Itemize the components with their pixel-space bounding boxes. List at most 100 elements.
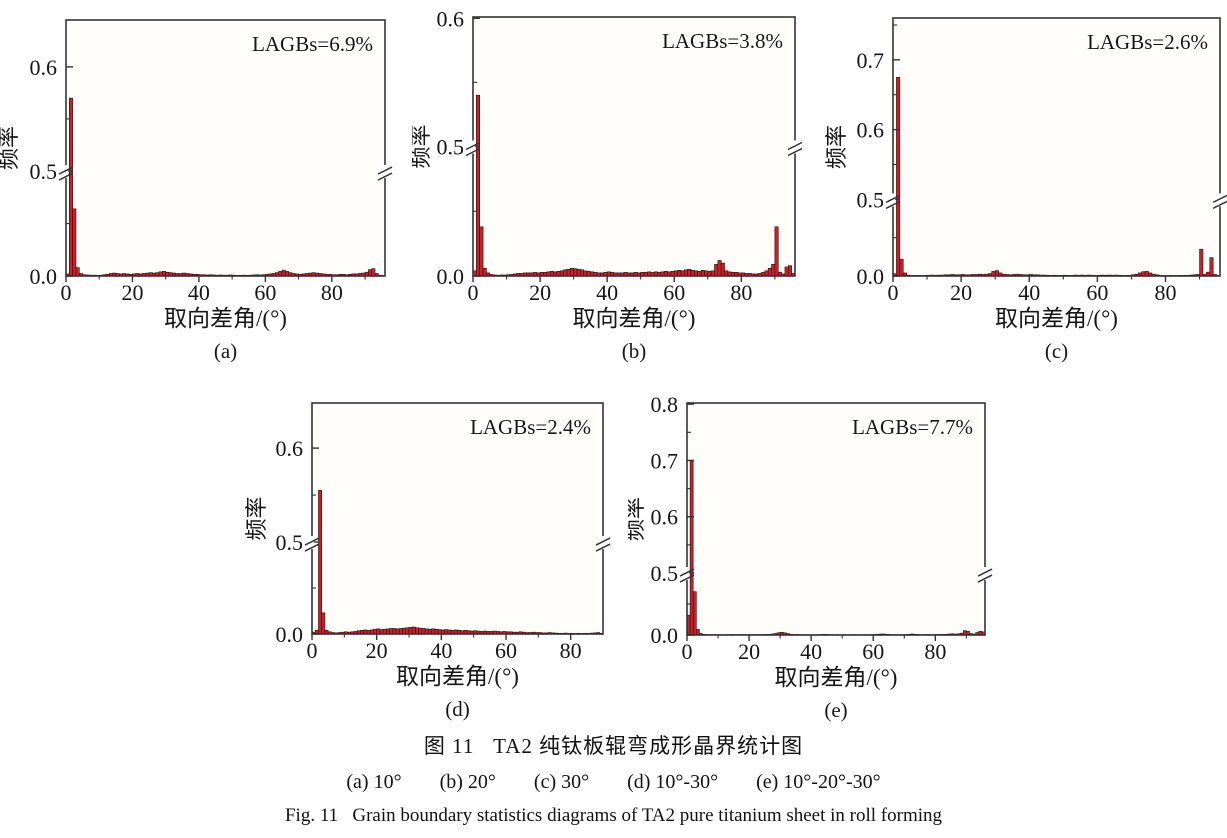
histogram-bar: [402, 627, 407, 635]
y-tick-label: 0.5: [30, 159, 58, 184]
axis-break-icon: [58, 166, 74, 175]
lagbs-annotation: LAGBs=7.7%: [852, 415, 973, 439]
axis-break-gap: [1217, 193, 1223, 207]
caption-english: Fig. 11 Grain boundary statistics diagra…: [284, 805, 943, 826]
panel-label: (d): [445, 697, 470, 721]
panel-label: (a): [214, 339, 237, 363]
histogram-bar: [774, 226, 779, 277]
axis-break-icon: [595, 543, 611, 552]
chart-panel-d: 0.0 0.5 0.6 0 20 40 60 80 LAGBs=2.4% 取向差角/(°) 频率 (d…: [240, 392, 652, 735]
panel-label: (b): [622, 339, 647, 363]
histogram-bar: [573, 268, 578, 277]
plot-area: [312, 403, 603, 634]
y-axis-label: 频率: [0, 126, 21, 170]
x-tick-label: 80: [1155, 280, 1177, 305]
histogram-bar: [1199, 248, 1204, 277]
histogram-bar: [482, 267, 487, 277]
caption-item-d: (d) 10°-30°: [627, 771, 719, 793]
axis-break-icon: [465, 147, 481, 157]
histogram-bar: [1209, 257, 1214, 277]
histogram-bar: [392, 628, 397, 635]
chart-panel-a: 0.0 0.5 0.6 0 20 40 60 80 LAGBs=6.9% 取向差角/(°) 频率 (a…: [0, 0, 412, 377]
caption-item-c: (c) 30°: [533, 771, 590, 793]
lagbs-annotation: LAGBs=2.4%: [470, 415, 591, 439]
lagbs-annotation: LAGBs=2.6%: [1087, 30, 1208, 54]
histogram-bar: [576, 268, 581, 277]
axis-break-icon: [58, 172, 74, 181]
plot-frame: [65, 19, 386, 277]
panel-label: (e): [824, 698, 847, 722]
chart-panel-c: 0.0 0.5 0.6 0.7 0 20 40 60 80 LAGBs=2.6% 取向差角/(°) 频…: [812, 0, 1227, 377]
x-tick-label: 0: [888, 280, 899, 305]
axis-break-icon: [787, 141, 803, 151]
histogram-bar: [371, 268, 376, 277]
caption-item-a: (a) 10°: [346, 771, 402, 793]
axis-break-gap: [890, 193, 896, 207]
y-tick-label: 0.0: [30, 264, 58, 289]
chart-panel-b: 0.0 0.5 0.6 0 20 40 60 80 LAGBs=3.8% 取向差角/(°) 频率 (b…: [408, 0, 812, 377]
histogram-bar: [318, 490, 323, 635]
x-tick-label: 40: [188, 280, 210, 305]
y-tick-label: 0.0: [437, 264, 465, 289]
histogram-bar: [321, 612, 326, 635]
x-tick-label: 40: [1018, 280, 1040, 305]
chart-b-canvas: 0.0 0.5 0.6 0 20 40 60 80 LAGBs=3.8% 取向差角/(°) 频率 (b…: [408, 6, 803, 363]
axis-break-gap: [982, 567, 988, 581]
x-tick-label: 40: [430, 638, 452, 663]
histogram-bar: [569, 267, 574, 277]
histogram-bar: [411, 626, 416, 635]
histogram-bar: [994, 270, 999, 277]
histogram-bar: [69, 97, 73, 277]
y-tick-label: 0.6: [30, 55, 58, 80]
x-tick-label: 20: [950, 280, 972, 305]
axis-break-gap: [792, 140, 798, 154]
lagbs-annotation: LAGBs=6.9%: [252, 32, 373, 56]
histogram-bar: [281, 269, 286, 277]
x-tick-label: 0: [682, 639, 693, 664]
y-tick-label: 0.6: [276, 436, 304, 461]
axis-break-icon: [1212, 194, 1227, 204]
y-tick-label: 0.5: [651, 561, 679, 586]
x-tick-label: 0: [307, 638, 318, 663]
histogram-bar: [677, 269, 682, 277]
lagbs-annotation: LAGBs=3.8%: [662, 29, 783, 53]
histogram-bar: [689, 460, 694, 636]
axis-break-gap: [309, 536, 315, 550]
y-tick-label: 0.8: [651, 392, 679, 417]
y-axis-label: 频率: [412, 124, 433, 168]
y-tick-label: 0.7: [857, 48, 885, 73]
histogram-bar: [684, 269, 688, 277]
x-tick-label: 80: [924, 639, 946, 664]
axis-break-icon: [885, 194, 901, 204]
histogram-bar: [389, 628, 394, 635]
x-tick-label: 40: [800, 639, 822, 664]
axis-break-icon: [977, 574, 993, 583]
plot-area: [893, 18, 1220, 276]
x-tick-label: 60: [862, 639, 884, 664]
axis-break-gap: [684, 567, 690, 581]
histogram-bar: [399, 628, 403, 635]
x-tick-label: 80: [560, 638, 582, 663]
histogram-bar: [415, 627, 420, 635]
chart-d-canvas: 0.0 0.5 0.6 0 20 40 60 80 LAGBs=2.4% 取向差角/(°) 频率 (d…: [244, 402, 611, 721]
y-tick-label: 0.5: [857, 187, 885, 212]
x-axis-label: 取向差角/(°): [164, 306, 287, 331]
histogram-bar: [899, 258, 904, 277]
x-tick-label: 60: [254, 280, 276, 305]
y-axis-label: 频率: [824, 125, 849, 169]
histogram-bar: [563, 269, 568, 277]
histogram-bar: [771, 264, 776, 277]
y-axis-label: 频率: [244, 496, 269, 540]
y-tick-label: 0.5: [276, 530, 304, 555]
histogram-bar: [566, 268, 571, 277]
x-tick-label: 80: [321, 280, 343, 305]
axis-break-icon: [787, 147, 803, 157]
axis-break-icon: [304, 543, 320, 552]
x-tick-label: 40: [596, 280, 618, 305]
axis-break-icon: [679, 574, 695, 583]
histogram-bar: [696, 629, 700, 636]
y-tick-label: 0.5: [437, 135, 465, 160]
axis-break-gap: [600, 536, 606, 550]
plot-frame: [892, 17, 1221, 277]
